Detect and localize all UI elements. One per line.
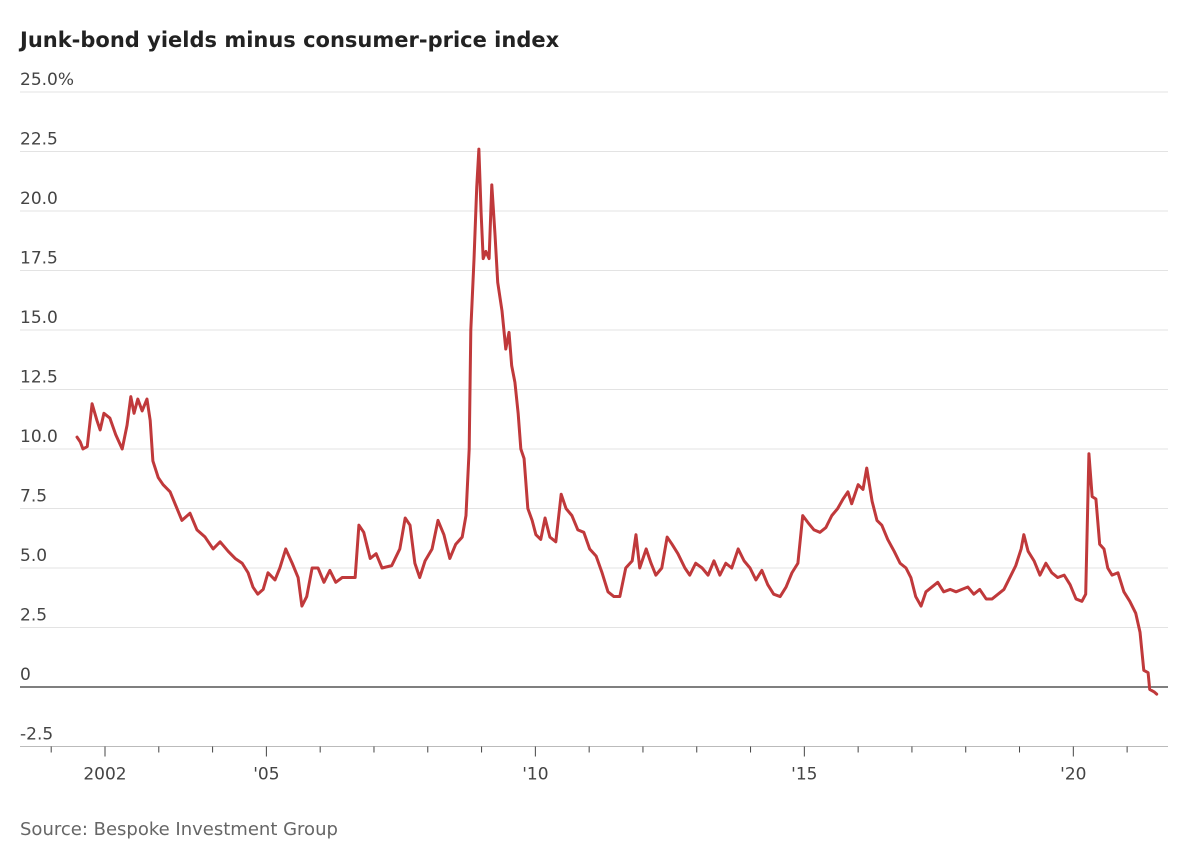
y-tick-label: 20.0	[20, 189, 58, 209]
y-tick-label: 22.5	[20, 130, 58, 150]
y-tick-label: 17.5	[20, 249, 58, 269]
y-tick-label: 2.5	[20, 606, 47, 626]
source: Source: Bespoke Investment Group	[20, 819, 338, 840]
x-tick-label: '20	[1060, 765, 1086, 785]
chart-title: Junk-bond yields minus consumer-price in…	[18, 28, 560, 52]
y-tick-label: 15.0	[20, 308, 58, 328]
y-tick-label: 7.5	[20, 487, 47, 507]
x-tick-label: 2002	[83, 765, 126, 785]
y-tick-label: 0	[20, 665, 31, 685]
y-tick-label: 5.0	[20, 546, 47, 566]
y-tick-label: 10.0	[20, 427, 58, 447]
x-tick-label: '15	[791, 765, 817, 785]
y-tick-label: -2.5	[20, 725, 53, 745]
x-tick-label: '10	[522, 765, 548, 785]
y-tick-label: 12.5	[20, 368, 58, 388]
x-tick-label: '05	[253, 765, 279, 785]
y-tick-label: 25.0%	[20, 70, 74, 90]
series-line	[75, 147, 1159, 696]
